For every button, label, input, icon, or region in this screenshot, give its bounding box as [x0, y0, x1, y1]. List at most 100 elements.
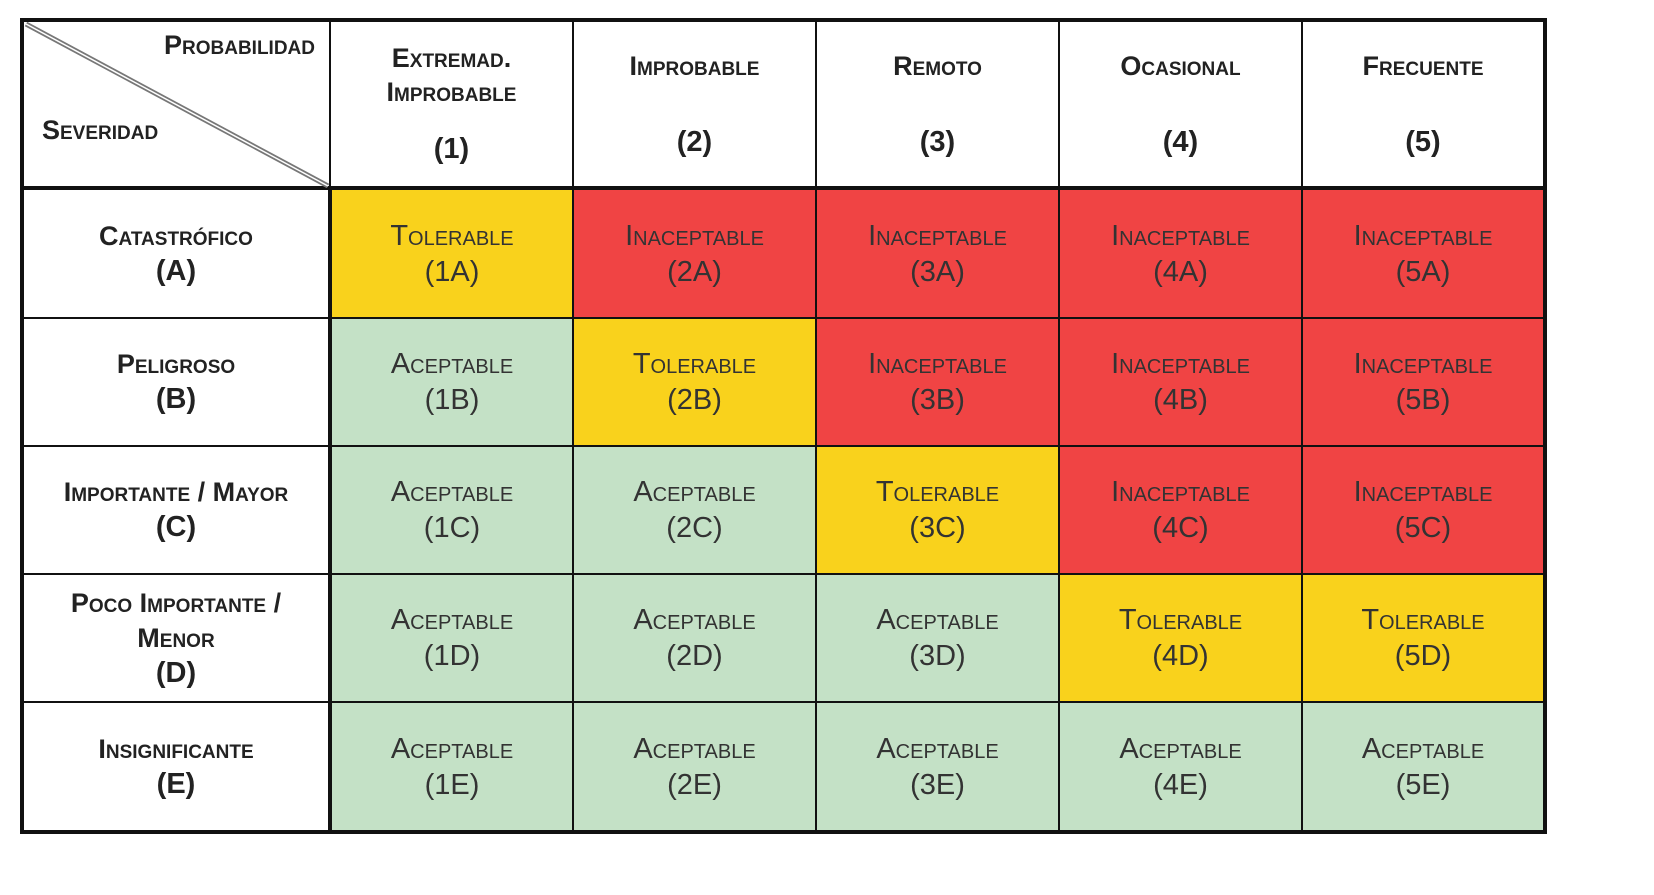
risk-status-label: Inaceptable — [1111, 219, 1250, 252]
risk-cell: Aceptable (1C) — [329, 445, 574, 575]
risk-cell: Inaceptable (5C) — [1301, 445, 1546, 575]
risk-code-label: (5B) — [1395, 384, 1451, 416]
col-header-2: Improbable (2) — [572, 19, 817, 190]
risk-status-label: Inaceptable — [1353, 476, 1493, 508]
risk-cell: Aceptable (4E) — [1058, 701, 1303, 833]
risk-cell: Tolerable (5D) — [1301, 573, 1546, 703]
risk-cell: Inaceptable (5B) — [1301, 317, 1546, 447]
col-header-1: Extremad. Improbable (1) — [329, 19, 574, 190]
row-header-code: (B) — [155, 383, 197, 415]
risk-cell: Inaceptable (5A) — [1301, 187, 1546, 319]
risk-code-label: (2E) — [667, 768, 722, 801]
risk-code-label: (2B) — [667, 384, 722, 416]
row-header-label: Poco Importante / Menor — [70, 587, 282, 653]
risk-status-label: Tolerable — [632, 348, 757, 380]
risk-matrix-table: Probabilidad Severidad Extremad. Improba… — [20, 18, 1547, 834]
col-header-num: (2) — [676, 126, 713, 158]
risk-cell: Aceptable (1B) — [329, 317, 574, 447]
risk-status-label: Tolerable — [1118, 604, 1243, 636]
risk-code-label: (3B) — [910, 384, 965, 416]
risk-status-label: Inaceptable — [868, 348, 1007, 380]
row-header-label: Insignificante — [98, 733, 254, 764]
risk-code-label: (3A) — [910, 255, 965, 288]
risk-cell: Inaceptable (4B) — [1058, 317, 1303, 447]
risk-status-label: Aceptable — [390, 604, 514, 636]
risk-code-label: (5E) — [1395, 768, 1451, 801]
risk-cell: Tolerable (1A) — [329, 187, 574, 319]
row-header-label: Peligroso — [116, 349, 236, 379]
risk-status-label: Inaceptable — [625, 219, 764, 252]
col-header-label: Improbable — [629, 51, 760, 81]
corner-header: Probabilidad Severidad — [21, 19, 331, 190]
col-header-3: Remoto (3) — [815, 19, 1060, 190]
risk-cell: Aceptable (1D) — [329, 573, 574, 703]
row-header-code: (E) — [156, 767, 196, 800]
risk-code-label: (2C) — [666, 512, 723, 544]
risk-status-label: Aceptable — [633, 476, 756, 508]
risk-status-label: Inaceptable — [1111, 476, 1250, 508]
risk-cell: Inaceptable (3A) — [815, 187, 1060, 319]
row-header: Importante / Mayor (C) — [21, 445, 332, 575]
col-header-num: (4) — [1162, 126, 1199, 158]
row-header-code: (A) — [155, 254, 197, 287]
risk-code-label: (1C) — [423, 512, 481, 544]
col-header-label: Frecuente — [1362, 51, 1484, 81]
diagonal-divider — [24, 22, 330, 188]
risk-status-label: Aceptable — [1361, 732, 1485, 765]
risk-status-label: Aceptable — [876, 604, 999, 636]
col-header-label: Ocasional — [1120, 51, 1241, 81]
row-header: Poco Importante / Menor (D) — [21, 573, 332, 703]
risk-status-label: Tolerable — [390, 219, 514, 252]
risk-cell: Aceptable (1E) — [329, 701, 574, 833]
row-header-code: (C) — [155, 511, 197, 543]
col-header-label: Remoto — [893, 51, 982, 81]
risk-code-label: (4E) — [1153, 768, 1208, 801]
risk-status-label: Aceptable — [633, 604, 756, 636]
risk-code-label: (3C) — [909, 512, 966, 544]
risk-code-label: (4A) — [1153, 255, 1208, 288]
risk-code-label: (1E) — [424, 768, 480, 801]
col-header-label: Extremad. Improbable — [386, 43, 517, 107]
risk-status-label: Aceptable — [876, 732, 999, 765]
risk-status-label: Inaceptable — [1353, 219, 1493, 252]
col-header-num: (1) — [433, 133, 470, 165]
risk-cell: Aceptable (3D) — [815, 573, 1060, 703]
risk-status-label: Aceptable — [633, 732, 756, 765]
risk-cell: Aceptable (2C) — [572, 445, 817, 575]
row-header-label: Importante / Mayor — [63, 477, 289, 507]
row-header: Catastrófico (A) — [21, 187, 332, 319]
matrix-row: Catastrófico (A) Tolerable (1A) Inaceptable(… — [21, 187, 1546, 319]
risk-status-label: Aceptable — [390, 732, 514, 765]
risk-code-label: (2D) — [666, 640, 723, 672]
risk-cell: Inaceptable (4A) — [1058, 187, 1303, 319]
risk-status-label: Inaceptable — [1111, 348, 1250, 380]
row-header-label: Catastrófico — [99, 220, 253, 251]
matrix-row: Peligroso (B) Aceptable (1B) Tolerable (2B) In… — [21, 317, 1546, 447]
row-header: Peligroso (B) — [21, 317, 332, 447]
risk-code-label: (4C) — [1152, 512, 1209, 544]
risk-status-label: Tolerable — [1361, 604, 1485, 636]
risk-cell: Inaceptable (3B) — [815, 317, 1060, 447]
matrix-row: Insignificante (E) Aceptable (1E) Aceptable(… — [21, 701, 1546, 833]
risk-status-label: Tolerable — [875, 476, 1000, 508]
risk-cell: Tolerable (3C) — [815, 445, 1060, 575]
risk-status-label: Inaceptable — [868, 219, 1007, 252]
risk-cell: Aceptable (2E) — [572, 701, 817, 833]
col-header-4: Ocasional (4) — [1058, 19, 1303, 190]
matrix-row: Importante / Mayor (C) Aceptable (1C) Acepta… — [21, 445, 1546, 575]
risk-code-label: (5A) — [1395, 255, 1451, 288]
risk-code-label: (4B) — [1153, 384, 1208, 416]
risk-status-label: Aceptable — [390, 476, 514, 508]
risk-cell: Aceptable (2D) — [572, 573, 817, 703]
row-header: Insignificante (E) — [21, 701, 332, 833]
risk-code-label: (5D) — [1394, 640, 1452, 672]
risk-code-label: (3D) — [909, 640, 966, 672]
risk-status-label: Aceptable — [1119, 732, 1242, 765]
probability-axis-label: Probabilidad — [164, 30, 315, 60]
matrix-row: Poco Importante / Menor (D) Aceptable (1D) A… — [21, 573, 1546, 703]
risk-cell: Aceptable (3E) — [815, 701, 1060, 833]
risk-cell: Tolerable (4D) — [1058, 573, 1303, 703]
risk-status-label: Inaceptable — [1353, 348, 1493, 380]
col-header-num: (5) — [1405, 126, 1441, 158]
risk-code-label: (1B) — [424, 384, 480, 416]
